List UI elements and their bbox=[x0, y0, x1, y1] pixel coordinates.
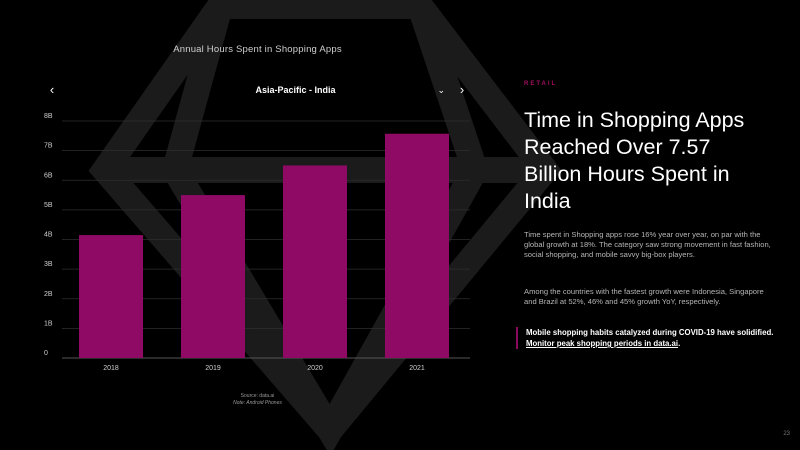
page-number: 23 bbox=[783, 431, 790, 437]
body-paragraph-2: Among the countries with the fastest gro… bbox=[524, 287, 764, 306]
chart-title: Annual Hours Spent in Shopping Apps bbox=[173, 44, 342, 55]
monitor-shopping-link[interactable]: Monitor peak shopping periods in data.ai bbox=[526, 339, 679, 348]
callout-text: Mobile shopping habits catalyzed during … bbox=[526, 328, 774, 337]
section-kicker: RETAIL bbox=[524, 81, 558, 87]
y-tick-label: 6B bbox=[44, 172, 53, 179]
y-tick-label: 3B bbox=[44, 261, 53, 268]
x-tick-label: 2020 bbox=[307, 365, 323, 372]
callout-end: . bbox=[678, 339, 681, 348]
y-tick-label: 5B bbox=[44, 202, 53, 209]
y-tick-label: 7B bbox=[44, 143, 53, 150]
bar-2019[interactable] bbox=[181, 195, 245, 358]
bar-2020[interactable] bbox=[283, 165, 347, 358]
previous-chevron-icon[interactable]: ‹ bbox=[49, 82, 55, 97]
y-tick-label: 4B bbox=[44, 232, 53, 239]
chevron-down-icon: ⌄ bbox=[437, 84, 445, 95]
body-paragraph-1: Time spent in Shopping apps rose 16% yea… bbox=[524, 230, 771, 259]
x-tick-label: 2019 bbox=[205, 365, 221, 372]
region-label: Asia-Pacific - India bbox=[255, 85, 336, 95]
bar-2021[interactable] bbox=[385, 133, 449, 358]
chart-source: Source: data.ai Note: Android Phones bbox=[180, 393, 335, 407]
y-tick-label: 1B bbox=[44, 320, 53, 327]
bar-2018[interactable] bbox=[79, 235, 143, 358]
y-tick-label: 0 bbox=[44, 350, 48, 357]
x-tick-label: 2021 bbox=[409, 365, 425, 372]
callout-box: Mobile shopping habits catalyzed during … bbox=[516, 327, 776, 349]
region-dropdown[interactable]: Asia-Pacific - India ⌄ bbox=[150, 83, 445, 97]
next-chevron-icon[interactable]: › bbox=[459, 82, 465, 97]
source-note: Note: Android Phones bbox=[233, 400, 282, 406]
headline: Time in Shopping Apps Reached Over 7.57 … bbox=[524, 108, 745, 213]
y-tick-label: 2B bbox=[44, 291, 53, 298]
x-tick-label: 2018 bbox=[103, 365, 119, 372]
y-tick-label: 8B bbox=[44, 113, 53, 120]
source-text: Source: data.ai bbox=[240, 393, 275, 399]
